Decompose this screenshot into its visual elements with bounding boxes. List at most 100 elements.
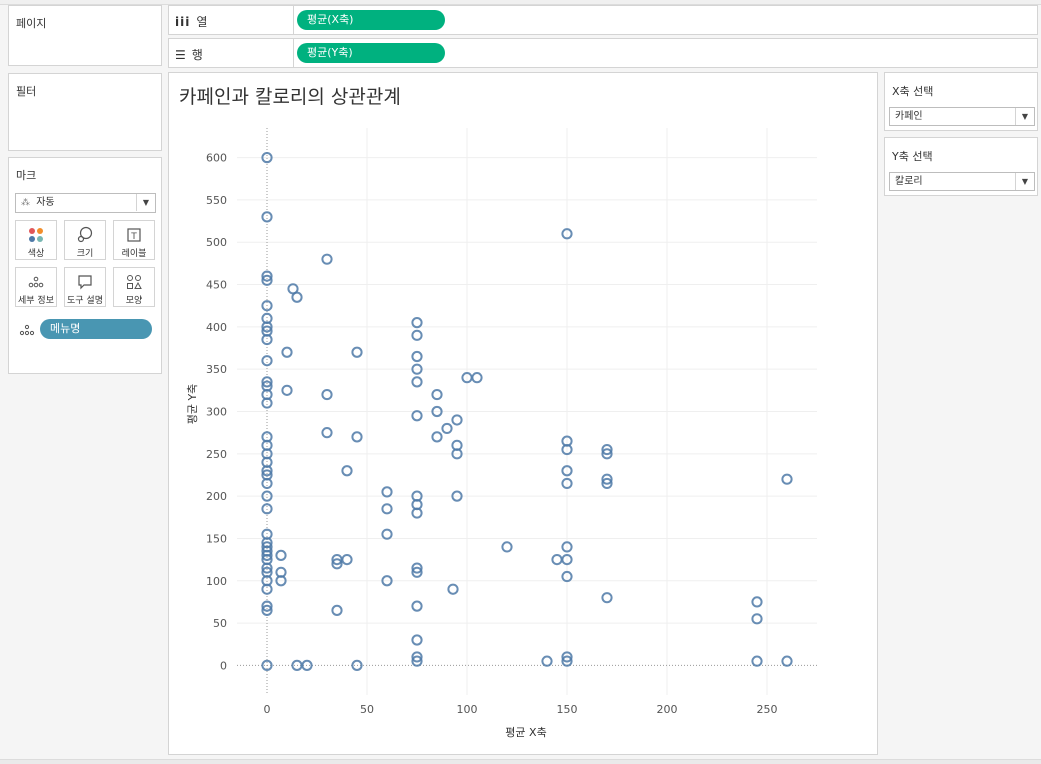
- shape-button[interactable]: 모양: [113, 267, 155, 307]
- data-point[interactable]: [451, 414, 463, 426]
- data-point[interactable]: [411, 600, 423, 612]
- data-point[interactable]: [411, 376, 423, 388]
- data-point[interactable]: [781, 473, 793, 485]
- x-tick-label: 150: [557, 703, 578, 716]
- data-point[interactable]: [261, 397, 273, 409]
- columns-pill[interactable]: 평균(X축): [297, 10, 445, 30]
- data-point[interactable]: [261, 355, 273, 367]
- data-point[interactable]: [431, 431, 443, 443]
- data-point[interactable]: [275, 549, 287, 561]
- data-point[interactable]: [561, 570, 573, 583]
- data-point[interactable]: [381, 528, 393, 540]
- data-point[interactable]: [261, 490, 273, 502]
- detail-button[interactable]: 세부 정보: [15, 267, 57, 307]
- data-point[interactable]: [451, 448, 463, 460]
- tooltip-button[interactable]: 도구 설명: [64, 267, 106, 307]
- mark-type-dropdown[interactable]: ⁂ 자동 ▼: [15, 193, 156, 213]
- data-point[interactable]: [381, 486, 393, 498]
- data-point[interactable]: [781, 655, 793, 667]
- menu-name-pill[interactable]: 메뉴명: [40, 319, 152, 339]
- columns-shelf[interactable]: iii 열 평균(X축): [168, 5, 1038, 35]
- data-point[interactable]: [261, 211, 273, 223]
- data-point[interactable]: [261, 477, 273, 490]
- data-point[interactable]: [411, 329, 423, 341]
- data-point[interactable]: [471, 372, 483, 384]
- rows-pill[interactable]: 평균(Y축): [297, 43, 445, 63]
- data-point[interactable]: [351, 659, 363, 671]
- data-point[interactable]: [281, 346, 293, 358]
- data-point[interactable]: [601, 443, 613, 456]
- data-point[interactable]: [261, 465, 273, 477]
- data-point[interactable]: [601, 473, 613, 485]
- label-button[interactable]: T 레이블: [113, 220, 155, 260]
- data-point[interactable]: [261, 659, 273, 671]
- color-button[interactable]: 색상: [15, 220, 57, 260]
- data-point[interactable]: [321, 427, 333, 439]
- data-point[interactable]: [601, 448, 613, 460]
- data-point[interactable]: [411, 350, 423, 363]
- data-point[interactable]: [261, 274, 273, 286]
- data-point[interactable]: [411, 566, 423, 578]
- data-point[interactable]: [411, 634, 423, 646]
- data-point[interactable]: [431, 388, 443, 401]
- data-point[interactable]: [561, 228, 573, 240]
- data-point[interactable]: [601, 592, 613, 604]
- data-point[interactable]: [451, 490, 463, 502]
- data-point[interactable]: [441, 422, 453, 435]
- data-point[interactable]: [501, 541, 513, 553]
- data-point[interactable]: [411, 363, 423, 375]
- data-point[interactable]: [261, 376, 273, 388]
- data-point[interactable]: [281, 384, 293, 396]
- data-point[interactable]: [261, 562, 273, 574]
- data-point[interactable]: [751, 613, 763, 625]
- data-point[interactable]: [381, 503, 393, 515]
- data-point[interactable]: [551, 553, 563, 566]
- data-point[interactable]: [261, 604, 273, 616]
- size-button[interactable]: 크기: [64, 220, 106, 260]
- data-point[interactable]: [411, 410, 423, 422]
- data-point[interactable]: [291, 291, 303, 303]
- data-point[interactable]: [561, 651, 573, 663]
- data-point[interactable]: [447, 583, 459, 595]
- data-point[interactable]: [321, 388, 333, 401]
- data-point[interactable]: [261, 333, 273, 346]
- data-point[interactable]: [411, 507, 423, 519]
- y-select-dropdown[interactable]: 칼로리 ▼: [889, 172, 1035, 191]
- data-point[interactable]: [541, 655, 553, 667]
- data-point[interactable]: [261, 600, 273, 612]
- data-point[interactable]: [261, 152, 273, 164]
- data-point[interactable]: [351, 346, 363, 358]
- x-select-dropdown[interactable]: 카페인 ▼: [889, 107, 1035, 126]
- data-point[interactable]: [351, 431, 363, 443]
- data-point[interactable]: [261, 300, 273, 312]
- data-point[interactable]: [561, 655, 573, 667]
- data-point[interactable]: [751, 655, 763, 667]
- data-point[interactable]: [411, 562, 423, 574]
- data-point[interactable]: [751, 596, 763, 608]
- rows-shelf[interactable]: ☰ 행 평균(Y축): [168, 38, 1038, 68]
- data-point[interactable]: [561, 443, 573, 456]
- data-point[interactable]: [341, 465, 353, 477]
- data-point[interactable]: [561, 477, 573, 490]
- data-point[interactable]: [601, 477, 613, 490]
- data-point[interactable]: [381, 575, 393, 587]
- data-point[interactable]: [261, 549, 273, 561]
- data-point[interactable]: [411, 317, 423, 329]
- data-point[interactable]: [411, 655, 423, 667]
- data-point[interactable]: [261, 583, 273, 595]
- data-point[interactable]: [331, 558, 343, 570]
- filters-panel[interactable]: 필터: [8, 73, 162, 151]
- data-point[interactable]: [261, 270, 273, 282]
- data-point[interactable]: [331, 604, 343, 616]
- data-point[interactable]: [275, 575, 287, 587]
- data-point[interactable]: [301, 659, 313, 671]
- data-point[interactable]: [431, 405, 443, 418]
- data-point[interactable]: [561, 541, 573, 553]
- data-point[interactable]: [411, 651, 423, 663]
- data-point[interactable]: [561, 553, 573, 566]
- data-point[interactable]: [341, 553, 353, 566]
- data-point[interactable]: [261, 503, 273, 515]
- data-point[interactable]: [321, 253, 333, 265]
- data-point[interactable]: [561, 465, 573, 477]
- data-point[interactable]: [261, 321, 273, 333]
